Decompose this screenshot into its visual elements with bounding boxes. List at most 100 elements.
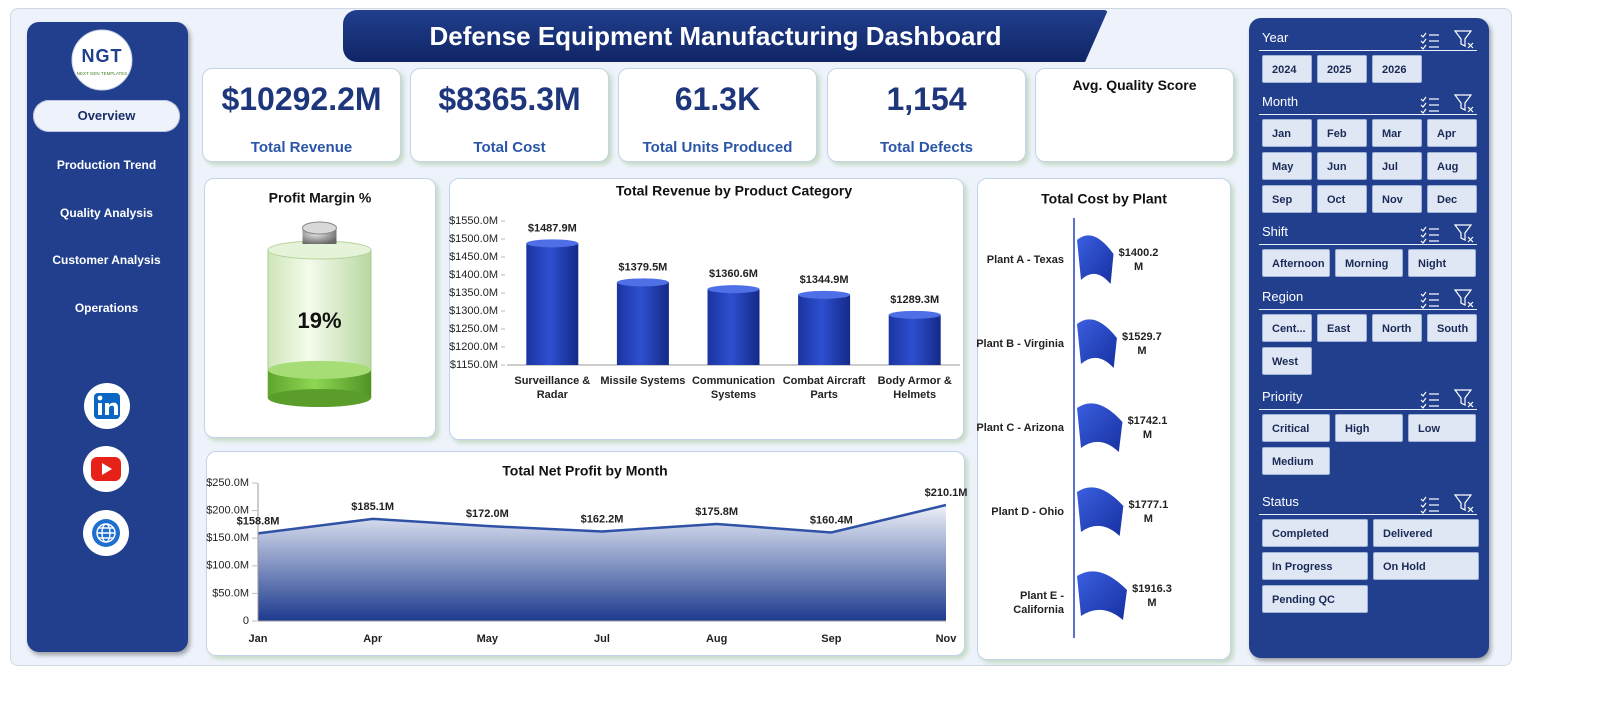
slicer-button[interactable]: Jun (1317, 152, 1367, 180)
data-label: $1360.6M (709, 268, 758, 280)
slicer-button[interactable]: Dec (1427, 185, 1477, 213)
nav-item[interactable]: Operations (74, 301, 139, 316)
slicer-button[interactable]: Feb (1317, 119, 1367, 147)
youtube-glyph (102, 463, 112, 475)
slicer-button[interactable]: 2025 (1317, 55, 1367, 83)
select-icon-check (1420, 232, 1427, 238)
nav-item[interactable]: Overview (33, 100, 180, 132)
slicer-button[interactable]: Apr (1427, 119, 1477, 147)
nav-item[interactable]: Production Trend (56, 158, 157, 172)
slicer-button[interactable]: Mar (1372, 119, 1422, 147)
kpi-card: $10292.2M Total Revenue (202, 68, 401, 162)
bar (526, 243, 579, 365)
slicer-button[interactable]: In Progress (1262, 552, 1368, 580)
slicer-button[interactable]: Completed (1262, 519, 1368, 547)
select-icon-check (1420, 391, 1427, 397)
logo-text: NGT (82, 46, 123, 66)
clear-filter-icon (1453, 289, 1474, 308)
x-tick-label: Communication Systems (691, 375, 776, 401)
slicer-button[interactable]: On Hold (1373, 552, 1479, 580)
web-glyph (96, 523, 116, 543)
header-title: Defense Equipment Manufacturing Dashboar… (343, 10, 1108, 62)
slicer-button[interactable]: Delivered (1373, 519, 1479, 547)
data-label: $1529.7M (1122, 331, 1162, 357)
slicer-button[interactable]: Pending QC (1262, 585, 1368, 613)
slicer-button[interactable]: Medium (1262, 447, 1330, 475)
slicer-items: Critical High Low Medium (1262, 414, 1480, 475)
slicer-button[interactable]: Nov (1372, 185, 1422, 213)
slicer-button[interactable]: Jan (1262, 119, 1312, 147)
kpi-card: $8365.3M Total Cost (410, 68, 609, 162)
slicer-items: Cent... East North South West (1262, 314, 1480, 375)
kpi-card: 1,154 Total Defects (827, 68, 1026, 162)
data-label: $162.2M (581, 513, 624, 525)
flag-bar (1077, 319, 1117, 368)
data-label: $160.4M (810, 514, 853, 526)
slicer-button[interactable]: Low (1408, 414, 1476, 442)
y-tick-label: Plant E - California (1013, 590, 1064, 616)
slicer-rule (1259, 309, 1477, 310)
data-label: $1742.1M (1127, 415, 1168, 441)
slicer-button[interactable]: Cent... (1262, 314, 1312, 342)
filter-icon-x (1467, 401, 1474, 408)
x-tick-label: Jul (594, 633, 610, 645)
slicer-button[interactable]: South (1427, 314, 1477, 342)
slicer-button[interactable]: 2026 (1372, 55, 1422, 83)
slicer-button[interactable]: Sep (1262, 185, 1312, 213)
slicer-button[interactable]: Oct (1317, 185, 1367, 213)
slicer-title: Shift (1262, 224, 1289, 239)
slicer-button[interactable]: Night (1408, 249, 1476, 277)
slicer-button[interactable]: Jul (1372, 152, 1422, 180)
data-label: $1400.2M (1118, 247, 1159, 273)
flag-bar (1077, 403, 1123, 452)
y-tick-label: $1550.0M (449, 215, 498, 227)
chart-title: Total Cost by Plant (1041, 191, 1167, 207)
slicer-items: 2024 2025 2026 (1262, 55, 1480, 83)
select-icon (1420, 496, 1439, 514)
filter-icon-x (1467, 506, 1474, 513)
bar-top (526, 239, 579, 248)
slicer-button[interactable]: North (1372, 314, 1422, 342)
bar (798, 294, 851, 365)
filter-icon-funnel (1453, 389, 1473, 406)
y-tick-label: $1350.0M (449, 287, 498, 299)
slicer-rule (1259, 514, 1477, 515)
slicer-button[interactable]: West (1262, 347, 1312, 375)
filter-icon-x (1467, 301, 1474, 308)
data-label: $1487.9M (528, 222, 577, 234)
x-tick-label: Jan (249, 633, 268, 645)
logo-tagline: NEXT GEN TEMPLATES (77, 71, 128, 76)
bar-top (888, 310, 941, 319)
select-icon-check (1420, 226, 1427, 232)
slicer-items: Completed Delivered In Progress On Hold Pend… (1262, 519, 1480, 613)
filter-icon-funnel (1453, 224, 1473, 241)
slicer-button[interactable]: May (1262, 152, 1312, 180)
select-icon-check (1420, 108, 1427, 114)
slicer-button[interactable]: Aug (1427, 152, 1477, 180)
nav-item[interactable]: Quality Analysis (60, 205, 153, 220)
select-icon (1420, 226, 1439, 244)
slicer-button[interactable]: High (1335, 414, 1403, 442)
nav-item[interactable]: Customer Analysis (52, 253, 161, 268)
slicer-title: Status (1262, 494, 1299, 509)
slicer-button[interactable]: Afternoon (1262, 249, 1330, 277)
slicer-button[interactable]: 2024 (1262, 55, 1312, 83)
y-tick-label: Plant C - Arizona (976, 422, 1064, 434)
y-tick-label: $1400.0M (449, 269, 498, 281)
filter-icon-funnel (1453, 289, 1473, 306)
select-icon-check (1420, 403, 1427, 409)
slicer-button[interactable]: Critical (1262, 414, 1330, 442)
select-icon-check (1420, 44, 1427, 50)
clear-filter-icon (1453, 224, 1474, 243)
clear-filter-icon (1453, 94, 1474, 113)
slicer-button[interactable]: East (1317, 314, 1367, 342)
filter-icon-x (1467, 42, 1474, 49)
slicer-button[interactable]: Morning (1335, 249, 1403, 277)
y-tick-label: $150.0M (206, 532, 249, 544)
bar-top (616, 278, 669, 287)
slicer-items: Jan Feb Mar Apr May Jun Jul Aug Sep Oct Nov Dec (1262, 119, 1480, 213)
battery-fill-top (268, 360, 371, 379)
flag-bar (1077, 487, 1124, 536)
slicer-title: Year (1262, 30, 1289, 45)
